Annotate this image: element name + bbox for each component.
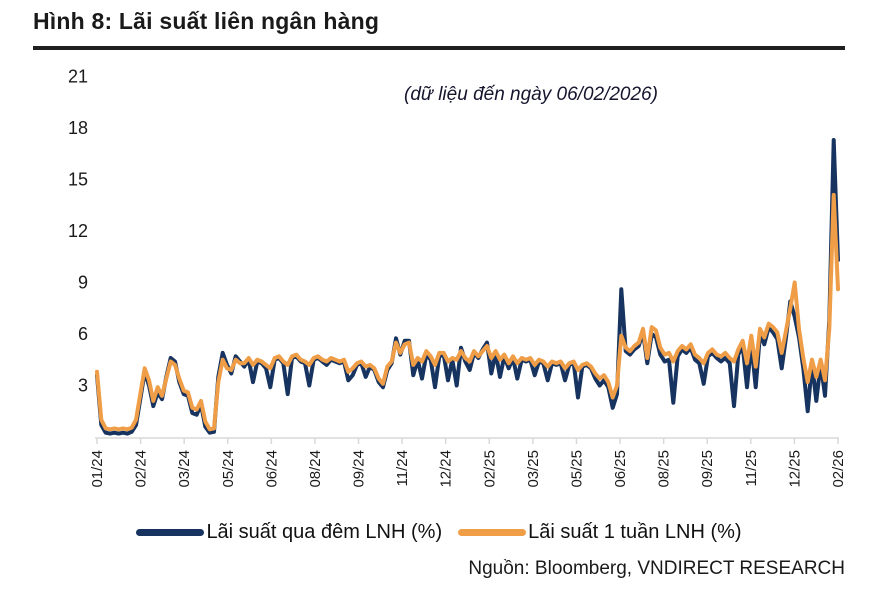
y-tick-label: 3 bbox=[78, 376, 88, 396]
x-tick-label: 02/24 bbox=[133, 450, 150, 488]
x-tick-label: 02/26 bbox=[830, 450, 847, 488]
y-tick-label: 12 bbox=[68, 221, 88, 241]
x-tick-label: 06/25 bbox=[612, 450, 629, 488]
data-cutoff-note: (dữ liệu đến ngày 06/02/2026) bbox=[404, 84, 658, 105]
y-tick-label: 18 bbox=[68, 118, 88, 138]
title-divider bbox=[33, 46, 845, 50]
x-tick-label: 06/24 bbox=[263, 450, 280, 488]
chart-legend: Lãi suất qua đêm LNH (%) Lãi suất 1 tuần… bbox=[0, 521, 878, 544]
x-tick-label: 01/24 bbox=[89, 450, 106, 488]
y-tick-label: 15 bbox=[68, 169, 88, 189]
figure-title: Hình 8: Lãi suất liên ngân hàng bbox=[33, 8, 380, 34]
x-tick-label: 12/24 bbox=[438, 450, 455, 488]
x-tick-label: 03/24 bbox=[176, 450, 193, 488]
legend-item-one-week: Lãi suất 1 tuần LNH (%) bbox=[458, 521, 742, 544]
source-credit: Nguồn: Bloomberg, VNDIRECT RESEARCH bbox=[468, 558, 845, 579]
y-tick-label: 9 bbox=[78, 273, 88, 293]
x-tick-label: 03/25 bbox=[525, 450, 542, 488]
y-tick-label: 21 bbox=[68, 66, 88, 86]
x-tick-label: 05/25 bbox=[568, 450, 585, 488]
y-tick-label: 6 bbox=[78, 324, 88, 344]
x-tick-label: 09/25 bbox=[699, 450, 716, 488]
x-tick-label: 08/25 bbox=[656, 450, 673, 488]
x-tick-label: 02/25 bbox=[481, 450, 498, 488]
x-tick-label: 11/24 bbox=[394, 450, 411, 486]
one-week-rate-line bbox=[95, 192, 840, 432]
x-tick-label: 12/25 bbox=[786, 450, 803, 488]
overnight-line-swatch bbox=[136, 529, 205, 536]
chart-area: 01/24 02/24 03/24 05/24 06/24 08/24 09/24 11/24… bbox=[0, 55, 878, 510]
x-tick-label: 05/24 bbox=[220, 450, 237, 488]
x-tick-label: 09/24 bbox=[351, 450, 368, 488]
legend-item-overnight: Lãi suất qua đêm LNH (%) bbox=[136, 521, 442, 544]
one-week-line-swatch bbox=[458, 529, 527, 536]
x-tick-label: 11/25 bbox=[743, 450, 760, 486]
legend-label-overnight: Lãi suất qua đêm LNH (%) bbox=[206, 521, 443, 543]
interbank-rate-line-chart: 01/24 02/24 03/24 05/24 06/24 08/24 09/24 11/24… bbox=[68, 66, 847, 488]
x-tick-label: 08/24 bbox=[307, 450, 324, 488]
overnight-rate-line bbox=[95, 138, 840, 436]
legend-label-one-week: Lãi suất 1 tuần LNH (%) bbox=[528, 521, 742, 543]
